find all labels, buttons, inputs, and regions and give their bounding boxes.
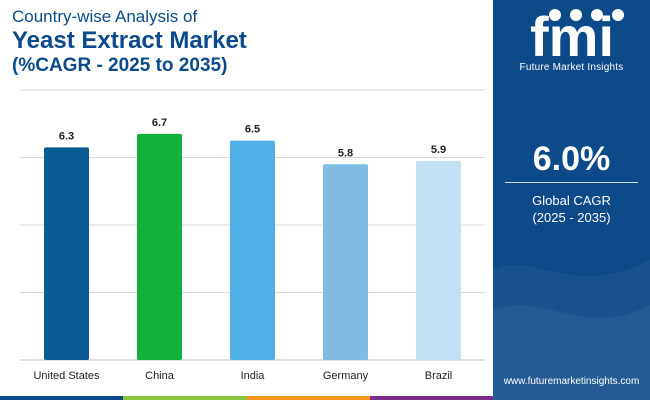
fmi-logo: fmi Future Market Insights bbox=[493, 6, 650, 73]
strip-segment bbox=[0, 396, 124, 400]
data-label: 5.8 bbox=[338, 147, 353, 159]
x-tick-label: Germany bbox=[323, 370, 369, 382]
fmi-logo-icon: fmi bbox=[530, 6, 624, 64]
summary-panel: fmi Future Market Insights 6.0% Global C… bbox=[493, 0, 650, 400]
data-label: 5.9 bbox=[431, 144, 446, 156]
x-tick-label: China bbox=[145, 370, 175, 382]
chart-header: Country-wise Analysis of Yeast Extract M… bbox=[12, 6, 247, 78]
data-label: 6.7 bbox=[152, 117, 167, 129]
bar bbox=[416, 160, 461, 360]
bottom-color-strip bbox=[0, 396, 493, 400]
brand-name: Future Market Insights bbox=[519, 62, 624, 73]
strip-segment bbox=[123, 396, 247, 400]
bar bbox=[323, 164, 368, 360]
global-cagr-label: Global CAGR (2025 - 2035) bbox=[493, 192, 650, 226]
website-link[interactable]: www.futuremarketinsights.com bbox=[503, 376, 640, 387]
decorative-wave bbox=[493, 260, 650, 400]
chart-subtitle: Country-wise Analysis of bbox=[12, 7, 198, 26]
global-cagr-value: 6.0% bbox=[532, 140, 611, 178]
strip-segment bbox=[369, 396, 493, 400]
strip-segment bbox=[246, 396, 370, 400]
chart-period: (%CAGR - 2025 to 2035) bbox=[12, 55, 228, 76]
bar-chart-svg: 6.3 United States 6.7 China 6.5 India 5.8 Germa… bbox=[20, 89, 485, 382]
cagr-period-text: (2025 - 2035) bbox=[532, 210, 611, 225]
data-label: 6.5 bbox=[245, 124, 260, 136]
x-tick-label: India bbox=[241, 370, 266, 382]
bar bbox=[44, 147, 89, 360]
bar bbox=[137, 133, 182, 360]
bar-chart: 6.3 United States 6.7 China 6.5 India 5.8 Germa… bbox=[20, 89, 485, 382]
bar bbox=[230, 140, 275, 360]
cagr-label-text: Global CAGR bbox=[532, 193, 611, 208]
data-label: 6.3 bbox=[59, 130, 74, 142]
cagr-divider bbox=[505, 182, 638, 183]
chart-title: Yeast Extract Market bbox=[12, 27, 247, 54]
x-tick-label: Brazil bbox=[425, 370, 453, 382]
x-tick-label: United States bbox=[33, 370, 100, 382]
